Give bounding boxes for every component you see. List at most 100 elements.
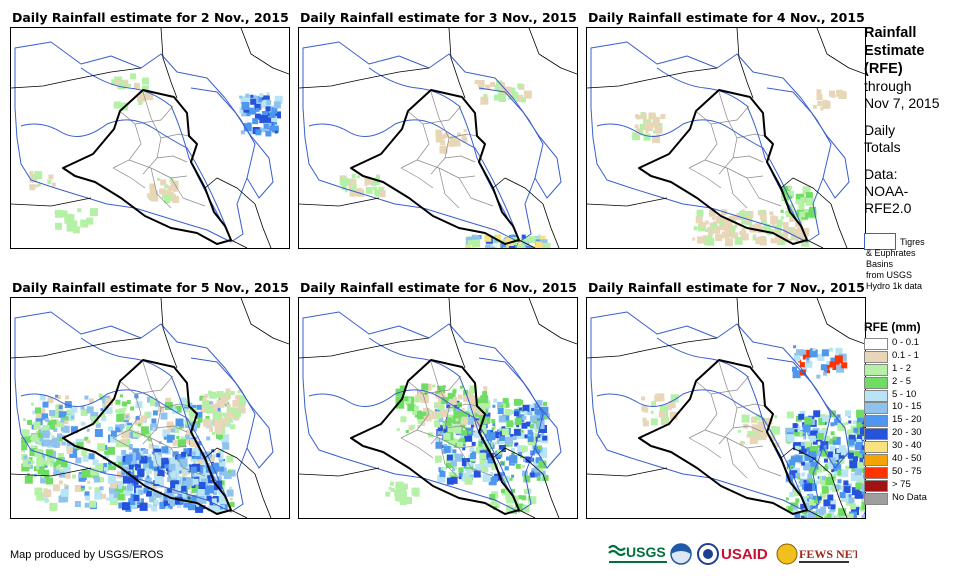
country-border	[299, 467, 380, 477]
river-line	[596, 119, 806, 235]
rainfall-map-svg	[299, 298, 577, 518]
side-info: Rainfall Estimate (RFE) through Nov 7, 2…	[864, 24, 964, 217]
province-boundary	[732, 425, 764, 433]
legend-label: 0 - 0.1	[892, 337, 919, 348]
rainfall-map	[10, 27, 290, 249]
country-border	[518, 239, 536, 248]
country-border	[528, 298, 577, 345]
province-boundary	[444, 155, 476, 163]
usaid-logo: USAID	[697, 543, 768, 565]
legend-item: 0.1 - 1	[864, 349, 921, 364]
basin-key-line1: Tigres	[900, 237, 925, 247]
panel-title: Daily Rainfall estimate for 6 Nov., 2015	[300, 280, 577, 295]
province-boundary	[400, 167, 434, 189]
province-boundary	[416, 429, 476, 449]
province-boundary	[688, 437, 722, 459]
country-border	[492, 447, 560, 518]
side-data-src2: RFE2.0	[864, 200, 912, 216]
legend-swatch	[864, 454, 888, 467]
rainfall-map	[298, 297, 578, 519]
basin-outline	[190, 87, 274, 199]
basin-outline	[14, 41, 256, 243]
side-title-line2: Estimate	[864, 43, 925, 59]
country-border	[160, 298, 178, 369]
svg-text:USAID: USAID	[721, 546, 768, 563]
legend-swatch	[864, 415, 888, 428]
basin-swatch	[864, 233, 896, 250]
river-line	[308, 389, 518, 505]
province-boundary	[156, 425, 188, 433]
basin-outline	[190, 357, 274, 469]
legend-item: 20 - 30	[864, 427, 922, 441]
country-border	[11, 197, 92, 207]
province-boundary	[422, 105, 462, 125]
country-border	[816, 28, 865, 75]
legend-item: 1 - 2	[864, 362, 921, 377]
province-boundary	[150, 167, 172, 209]
iraq-border	[62, 359, 232, 515]
side-date: Nov 7, 2015	[864, 95, 940, 111]
legend-title: RFE (mm)	[864, 320, 921, 334]
legend-swatch	[864, 376, 888, 389]
province-boundary	[732, 155, 764, 163]
side-data-label: Data:	[864, 166, 898, 182]
country-border	[204, 447, 272, 518]
legend-item: No Data	[864, 492, 927, 506]
legend-swatch	[864, 466, 888, 479]
province-boundary	[726, 437, 748, 479]
side-through: through	[864, 78, 912, 94]
svg-text:FEWS NET: FEWS NET	[799, 547, 857, 561]
legend-label: 10 - 15	[892, 401, 922, 413]
country-border	[240, 298, 289, 345]
legend-label: 1 - 2	[892, 362, 912, 374]
panel-title: Daily Rainfall estimate for 5 Nov., 2015	[12, 280, 289, 295]
iraq-border	[638, 359, 808, 515]
side-title-line1: Rainfall	[864, 25, 917, 41]
country-border	[230, 509, 248, 518]
basin-key-line4: from USGS	[866, 270, 913, 280]
rainfall-map-svg	[11, 298, 289, 518]
legend-label: 2 - 5	[892, 375, 912, 387]
province-boundary	[438, 167, 460, 209]
legend-label: 50 - 75	[892, 465, 922, 477]
basin-outline	[302, 311, 544, 513]
legend-swatch	[864, 389, 888, 402]
rainfall-cells	[641, 345, 865, 518]
side-daily: Daily	[864, 122, 896, 138]
province-boundary	[400, 437, 434, 459]
province-boundary	[746, 447, 782, 477]
legend-label: 15 - 20	[892, 414, 922, 426]
country-border	[528, 28, 577, 75]
basin-key-line5: Hydro 1k data	[866, 281, 923, 291]
country-border	[448, 298, 466, 369]
legend-label: 5 - 10	[892, 388, 917, 400]
country-border	[780, 177, 848, 248]
rainfall-map-svg	[11, 28, 289, 248]
river-line	[20, 389, 230, 505]
legend-item: 50 - 75	[864, 465, 922, 480]
panel-title: Daily Rainfall estimate for 4 Nov., 2015	[588, 10, 865, 25]
side-data-src1: NOAA-	[864, 183, 909, 199]
province-boundary	[704, 159, 764, 179]
iraq-border	[350, 359, 520, 515]
panel-title: Daily Rainfall estimate for 3 Nov., 2015	[300, 10, 577, 25]
legend-item: 5 - 10	[864, 388, 921, 403]
panel-title: Daily Rainfall estimate for 7 Nov., 2015	[588, 280, 865, 295]
legend-swatch	[864, 479, 888, 492]
country-border	[587, 467, 668, 477]
legend-swatch	[864, 428, 888, 441]
iraq-border	[350, 89, 520, 245]
rainfall-map	[10, 297, 290, 519]
agency-logos: USGS USAID FEWS NET	[608, 543, 857, 565]
rainfall-map-svg	[299, 28, 577, 248]
country-border	[806, 239, 824, 248]
basin-key-line2: & Euphrates	[866, 248, 916, 258]
province-boundary	[718, 361, 738, 445]
legend-item: 30 - 40	[864, 440, 922, 454]
rainfall-map	[586, 27, 866, 249]
country-border	[736, 298, 754, 369]
legend-label: 0.1 - 1	[892, 349, 919, 361]
country-border	[587, 337, 718, 359]
country-border	[448, 28, 466, 99]
